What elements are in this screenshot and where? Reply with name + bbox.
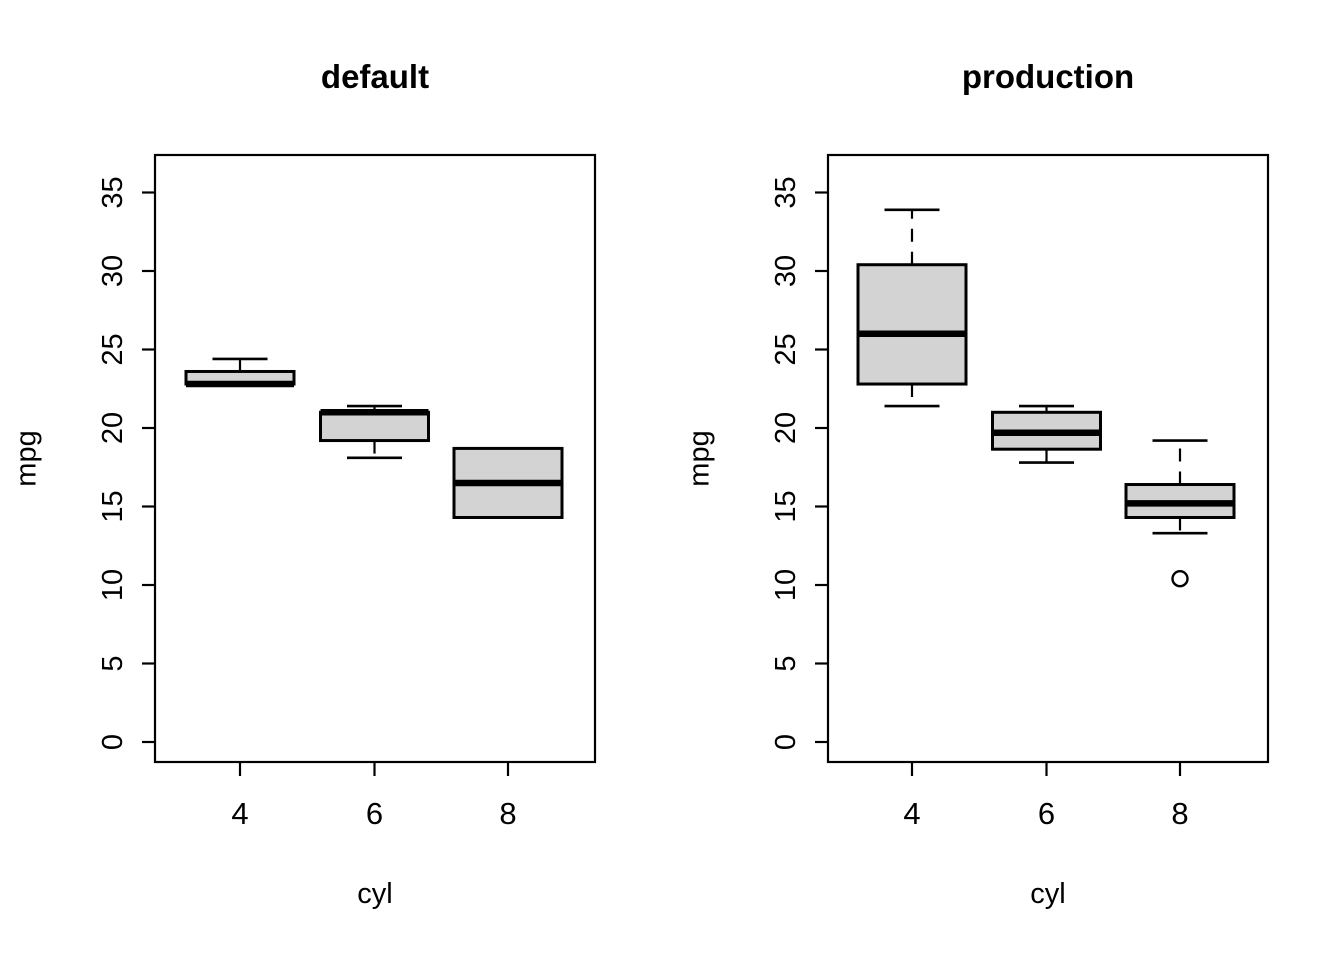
box-iqr [319, 410, 430, 443]
y-tick-label: 20 [97, 412, 129, 444]
x-tick-label: 8 [1171, 796, 1188, 831]
y-tick-label: 30 [97, 255, 129, 287]
x-tick-label: 8 [499, 796, 516, 831]
y-tick-label: 0 [97, 734, 129, 750]
y-tick-label: 10 [770, 569, 802, 601]
y-tick-label: 25 [770, 333, 802, 365]
y-tick-label: 35 [770, 176, 802, 208]
boxplot-group-cyl8 [452, 446, 564, 519]
left-panel-title: default [320, 58, 430, 95]
box-iqr [856, 263, 968, 386]
y-tick-label: 25 [97, 333, 129, 365]
y-tick-label: 0 [770, 734, 802, 750]
left-x-axis-label: cyl [357, 878, 393, 910]
right-panel-title: production [961, 58, 1135, 95]
y-tick-label: 10 [97, 569, 129, 601]
outlier-point [1171, 570, 1189, 588]
plot-frame [826, 153, 1270, 764]
y-tick-label: 5 [770, 655, 802, 671]
x-tick-label: 6 [1038, 796, 1055, 831]
boxplot-group-cyl8 [1124, 439, 1236, 588]
x-tick-label: 4 [231, 796, 248, 831]
boxplot-group-cyl4 [184, 357, 296, 388]
right-x-axis-label: cyl [1030, 878, 1066, 910]
boxplot-group-cyl4 [856, 208, 968, 408]
y-tick-label: 15 [97, 490, 129, 522]
y-tick-label: 30 [770, 255, 802, 287]
boxplot-group-cyl6 [991, 404, 1102, 464]
x-tick-label: 4 [903, 796, 920, 831]
left-y-axis-label: mpg [10, 430, 43, 487]
panel-default: 0 5 10 15 20 25 30 35 4 6 8 [97, 153, 597, 831]
right-y-axis-label: mpg [683, 430, 716, 487]
y-tick-label: 15 [770, 490, 802, 522]
boxplot-group-cyl6 [319, 404, 430, 460]
panel-production: 0 5 10 15 20 25 30 35 4 6 8 [770, 153, 1270, 831]
x-tick-label: 6 [366, 796, 383, 831]
y-tick-label: 20 [770, 412, 802, 444]
y-tick-label: 35 [97, 176, 129, 208]
y-tick-label: 5 [97, 655, 129, 671]
